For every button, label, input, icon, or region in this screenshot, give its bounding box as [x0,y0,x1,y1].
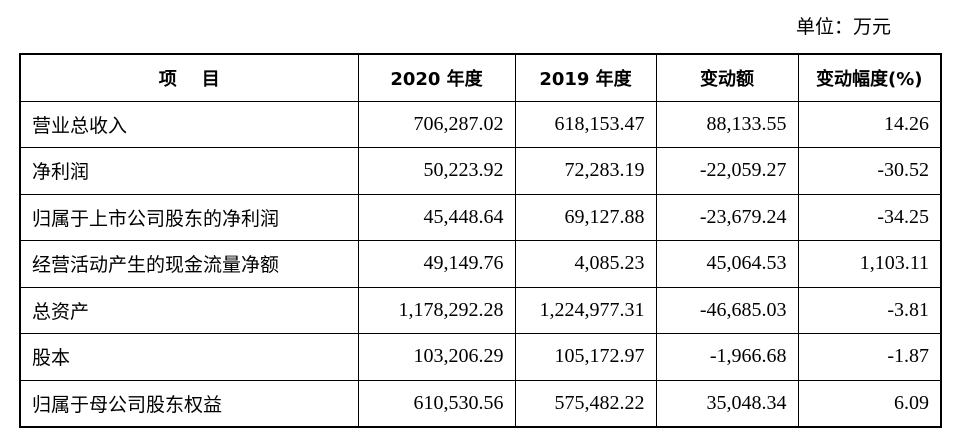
row-label: 净利润 [19,147,359,195]
change-amount: 88,133.55 [655,100,799,148]
header-change-amount: 变动额 [655,53,799,102]
row-label: 股本 [19,333,359,381]
row-label: 经营活动产生的现金流量净额 [19,240,359,288]
value-2020: 610,530.56 [357,379,516,428]
value-2019: 618,153.47 [514,100,657,148]
change-percent: 6.09 [797,379,942,428]
table-row: 股本 103,206.29 105,172.97 -1,966.68 -1.87 [19,333,942,381]
change-amount: -1,966.68 [655,333,799,381]
change-amount: 45,064.53 [655,240,799,288]
header-item: 项 目 [19,53,359,102]
table-row: 总资产 1,178,292.28 1,224,977.31 -46,685.03… [19,286,942,334]
change-amount: -22,059.27 [655,147,799,195]
value-2019: 575,482.22 [514,379,657,428]
change-percent: -34.25 [797,193,942,241]
value-2019: 69,127.88 [514,193,657,241]
value-2019: 105,172.97 [514,333,657,381]
row-label: 总资产 [19,286,359,334]
value-2019: 72,283.19 [514,147,657,195]
change-percent: 14.26 [797,100,942,148]
change-percent: -1.87 [797,333,942,381]
table-row: 营业总收入 706,287.02 618,153.47 88,133.55 14… [19,100,942,148]
change-percent: 1,103.11 [797,240,942,288]
change-amount: -23,679.24 [655,193,799,241]
table-row: 净利润 50,223.92 72,283.19 -22,059.27 -30.5… [19,147,942,195]
header-2020: 2020 年度 [357,53,516,102]
financial-summary-table: 项 目 2020 年度 2019 年度 变动额 变动幅度(%) 营业总收入 70… [19,53,942,428]
value-2019: 1,224,977.31 [514,286,657,334]
change-amount: -46,685.03 [655,286,799,334]
unit-label: 单位：万元 [795,16,891,38]
table-row: 归属于母公司股东权益 610,530.56 575,482.22 35,048.… [19,379,942,428]
value-2020: 103,206.29 [357,333,516,381]
table-row: 归属于上市公司股东的净利润 45,448.64 69,127.88 -23,67… [19,193,942,241]
value-2020: 1,178,292.28 [357,286,516,334]
header-2019: 2019 年度 [514,53,657,102]
value-2019: 4,085.23 [514,240,657,288]
table-row: 经营活动产生的现金流量净额 49,149.76 4,085.23 45,064.… [19,240,942,288]
value-2020: 45,448.64 [357,193,516,241]
row-label: 归属于上市公司股东的净利润 [19,193,359,241]
value-2020: 706,287.02 [357,100,516,148]
header-change-percent: 变动幅度(%) [797,53,942,102]
value-2020: 49,149.76 [357,240,516,288]
row-label: 营业总收入 [19,100,359,148]
table-header-row: 项 目 2020 年度 2019 年度 变动额 变动幅度(%) [19,53,942,102]
row-label: 归属于母公司股东权益 [19,379,359,428]
value-2020: 50,223.92 [357,147,516,195]
change-amount: 35,048.34 [655,379,799,428]
change-percent: -30.52 [797,147,942,195]
change-percent: -3.81 [797,286,942,334]
